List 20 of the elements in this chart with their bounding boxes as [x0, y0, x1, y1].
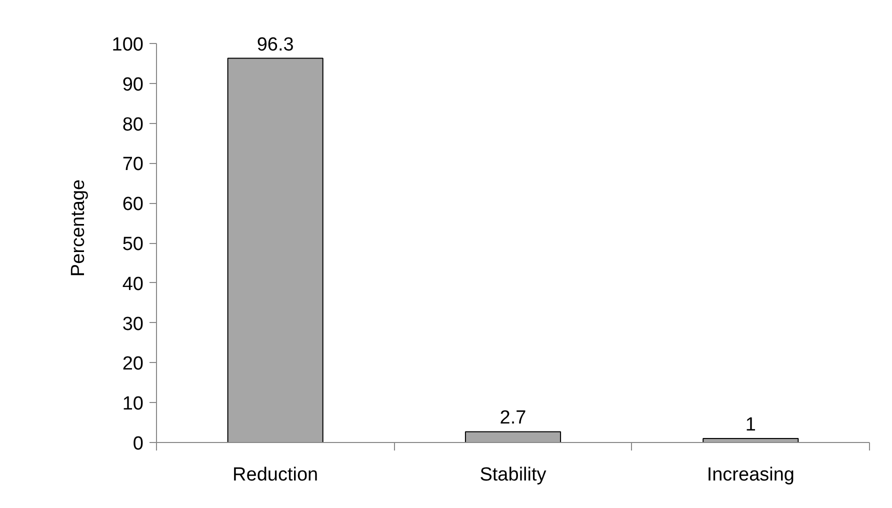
x-tick-label: Increasing: [706, 464, 795, 486]
y-tick-label: 20: [122, 354, 144, 375]
x-tick-label: Stability: [480, 464, 547, 486]
y-axis-title: Percentage: [68, 179, 89, 277]
x-tick-label: Reduction: [232, 464, 318, 486]
y-tick-label: 0: [132, 434, 144, 454]
y-tick-label: 100: [112, 34, 144, 56]
y-tick-label: 60: [122, 194, 144, 216]
y-tick-label: 80: [122, 114, 144, 136]
y-tick-label: 30: [122, 314, 144, 335]
data-label: 96.3: [256, 34, 294, 56]
y-tick-label: 40: [122, 274, 144, 295]
y-tick-label: 70: [122, 154, 144, 176]
bar: [464, 431, 562, 442]
bar: [227, 58, 324, 442]
data-label: 1: [745, 414, 756, 436]
data-label: 2.7: [500, 408, 526, 429]
y-tick-label: 50: [122, 234, 144, 255]
y-tick-label: 10: [122, 394, 144, 415]
y-tick-label: 90: [122, 74, 144, 96]
